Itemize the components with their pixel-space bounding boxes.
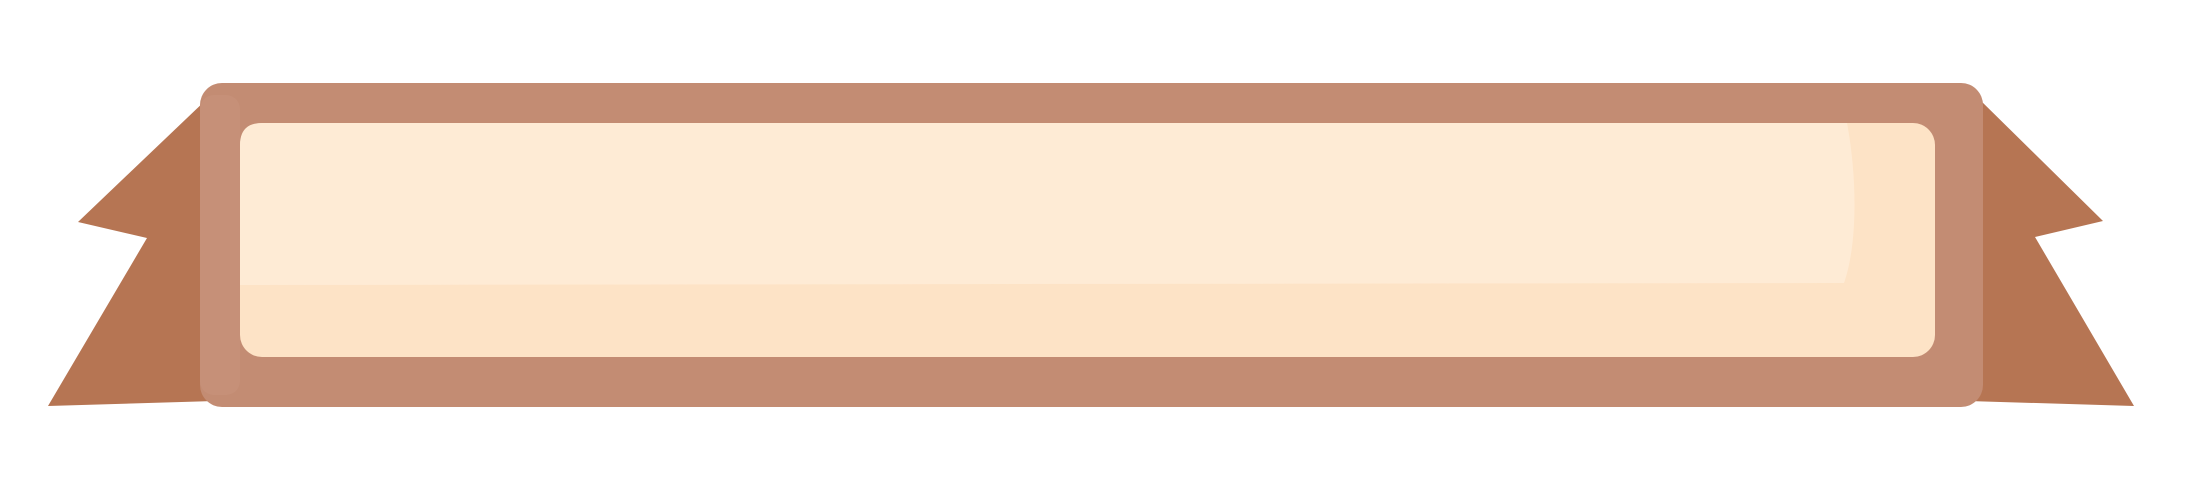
banner-frame-highlight [200, 95, 240, 395]
ribbon-right-tail [1968, 98, 2134, 406]
ribbon-left-tail [48, 98, 215, 406]
banner-panel-shine [240, 123, 1855, 285]
